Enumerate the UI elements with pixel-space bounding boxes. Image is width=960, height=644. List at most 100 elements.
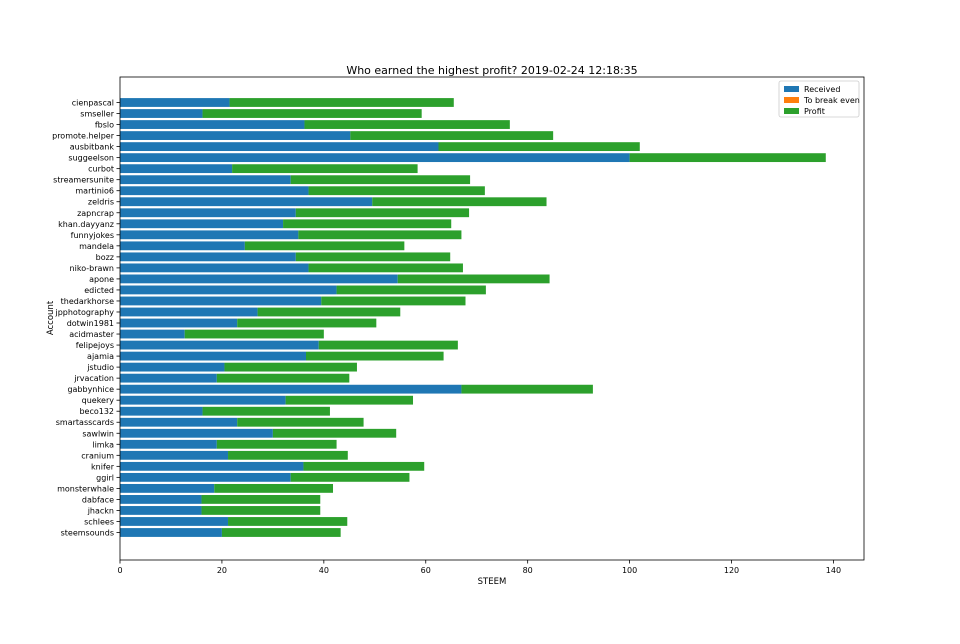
bar-received-monsterwhale <box>120 483 215 493</box>
y-tick-label: zapncrap <box>77 209 114 218</box>
bar-received-zeldris <box>120 197 373 207</box>
y-tick-label: knifer <box>91 462 115 471</box>
y-tick-label: schlees <box>84 517 114 526</box>
y-tick-label: gabbynhice <box>67 385 114 394</box>
y-tick-label: fbslo <box>95 121 114 130</box>
bar-received-thedarkhorse <box>120 296 322 306</box>
bar-profit-funnyjokes <box>298 230 462 240</box>
legend-label: To break even <box>803 96 860 105</box>
bar-profit-bozz <box>295 252 451 262</box>
x-tick-label: 20 <box>217 566 227 575</box>
y-tick-label: zeldris <box>88 198 114 207</box>
y-tick-label: quekery <box>82 396 115 405</box>
y-tick-label: ausbitbank <box>70 143 115 152</box>
bar-received-steemsounds <box>120 528 222 537</box>
bars-layer <box>120 98 826 537</box>
bar-received-ajamia <box>120 351 306 361</box>
legend-label: Received <box>804 85 840 94</box>
bar-received-khan.dayyanz <box>120 219 284 229</box>
bar-profit-dabface <box>201 495 321 504</box>
bar-received-smartasscards <box>120 417 238 427</box>
bar-received-suggeelson <box>120 153 630 163</box>
bar-profit-acidmaster <box>184 329 324 339</box>
y-tick-label: bozz <box>96 253 114 262</box>
bar-received-promote.helper <box>120 131 351 140</box>
bar-received-cienpascal <box>120 98 230 107</box>
bar-profit-mandela <box>244 241 405 251</box>
y-tick-label: mandela <box>79 242 114 251</box>
bar-received-ggirl <box>120 472 291 482</box>
x-tick-label: 100 <box>622 566 637 575</box>
legend-swatch <box>784 108 799 114</box>
bar-profit-ajamia <box>306 351 444 361</box>
bar-received-bozz <box>120 252 296 262</box>
bar-received-mandela <box>120 241 245 251</box>
bar-profit-jpphotography <box>257 307 401 317</box>
bar-received-curbot <box>120 164 233 174</box>
bar-received-acidmaster <box>120 329 185 339</box>
bar-received-edicted <box>120 285 337 295</box>
bar-received-quekery <box>120 395 286 405</box>
bar-received-jpphotography <box>120 307 258 317</box>
bar-profit-thedarkhorse <box>321 296 466 306</box>
y-tick-label: jrvacation <box>73 374 114 383</box>
bar-received-jstudio <box>120 362 225 372</box>
bar-received-zapncrap <box>120 208 296 218</box>
bar-received-jrvacation <box>120 373 217 383</box>
y-tick-label: ajamia <box>87 352 114 361</box>
y-tick-label: beco132 <box>79 407 114 416</box>
y-tick-label: thedarkhorse <box>61 297 114 306</box>
bar-profit-steemsounds <box>221 528 341 537</box>
bar-received-smseller <box>120 109 203 118</box>
y-tick-label: dotwin1981 <box>67 319 114 328</box>
bar-received-knifer <box>120 461 304 471</box>
y-tick-label: edicted <box>84 286 114 295</box>
bar-profit-gabbynhice <box>461 384 593 394</box>
bar-received-limka <box>120 439 217 449</box>
bar-profit-cienpascal <box>229 98 454 107</box>
x-axis-label: STEEM <box>478 577 507 587</box>
x-tick-label: 0 <box>117 566 122 575</box>
bar-profit-limka <box>216 439 337 449</box>
bar-profit-beco132 <box>202 406 330 416</box>
bar-received-felipejoys <box>120 340 319 350</box>
y-tick-label: streamersunite <box>53 176 114 185</box>
bar-received-fbslo <box>120 120 305 129</box>
y-tick-label: niko-brawn <box>70 264 114 273</box>
x-tick-label: 140 <box>826 566 841 575</box>
legend-label: Profit <box>804 107 825 116</box>
bar-profit-jrvacation <box>216 373 350 383</box>
y-tick-label: smseller <box>80 110 114 119</box>
bar-received-streamersunite <box>120 175 291 185</box>
y-tick-label: limka <box>92 440 114 449</box>
bar-received-cranium <box>120 450 229 460</box>
y-tick-label: jhackn <box>87 506 114 515</box>
bar-profit-quekery <box>285 395 414 405</box>
bar-profit-knifer <box>303 461 425 471</box>
bar-profit-jhackn <box>201 506 321 515</box>
chart-title: Who earned the highest profit? 2019-02-2… <box>346 64 637 77</box>
bar-profit-zapncrap <box>295 208 470 218</box>
bar-received-ausbitbank <box>120 142 439 152</box>
bar-profit-jstudio <box>224 362 357 372</box>
bar-profit-edicted <box>336 285 486 295</box>
legend-swatch <box>784 86 799 92</box>
axes-frame <box>119 76 865 561</box>
y-tick-label: smartasscards <box>56 418 114 427</box>
bar-profit-promote.helper <box>350 131 554 140</box>
y-tick-label: steemsounds <box>61 529 114 538</box>
bar-profit-smseller <box>202 109 422 118</box>
bar-profit-felipejoys <box>318 340 458 350</box>
y-tick-label: ggirl <box>96 473 114 482</box>
bar-received-apone <box>120 274 398 284</box>
bar-profit-sawlwin <box>272 428 397 438</box>
bar-profit-streamersunite <box>290 175 471 185</box>
y-tick-label: cranium <box>81 451 114 460</box>
y-tick-label: acidmaster <box>69 330 115 339</box>
bar-profit-dotwin1981 <box>237 318 377 328</box>
legend-swatch <box>784 97 799 103</box>
y-tick-label: apone <box>89 275 114 284</box>
bar-profit-smartasscards <box>237 417 364 427</box>
y-tick-label: cienpascal <box>72 99 114 108</box>
